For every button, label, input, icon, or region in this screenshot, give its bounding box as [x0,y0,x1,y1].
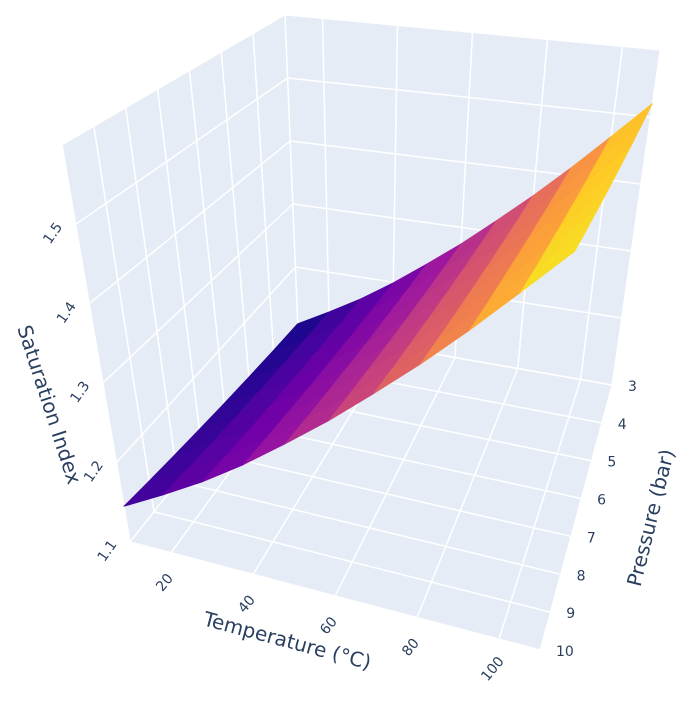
x-grid-line [321,18,331,336]
y-tick-label: 5 [607,455,616,471]
y-grid-line [284,14,299,331]
y-tick-label: 9 [566,606,575,622]
x-tick-label: 60 [317,614,341,638]
x-grid-line [416,368,519,618]
y-tick-label: 3 [628,379,637,395]
x-axis-title: Temperature (°C) [200,606,374,674]
x-tick-label: 100 [478,654,507,685]
y-grid-line [188,70,227,421]
y-grid-line [201,450,572,538]
y-grid-line [124,107,179,482]
y-grid-line [93,126,155,512]
z-grid-line [115,266,296,464]
y-axis-title: Pressure (bar) [622,447,679,589]
x-grid-line [498,379,582,640]
y-grid-line [153,510,551,613]
y-tick-label: 10 [556,644,574,660]
x-grid-line [579,46,624,380]
z-tick-label: 1.2 [81,458,107,485]
y-tick-label: 7 [587,530,596,546]
x-tick-label: 20 [153,571,177,595]
z-tick-label: 1.3 [67,379,93,406]
y-grid-line [220,52,251,391]
y-tick-label: 8 [577,568,586,584]
z-grid-line [88,140,291,305]
surface-patch [520,230,587,293]
z-tick-label: 1.1 [95,537,121,564]
y-grid-line [252,33,275,361]
surface [123,103,653,507]
z-grid-line [102,203,294,384]
y-grid-line [177,480,561,576]
x-grid-line [334,357,456,597]
y-grid-line [129,541,541,651]
x-tick-label: 40 [235,592,259,616]
z-axis-title: Saturation Index [12,322,86,487]
y-tick-label: 6 [597,493,606,509]
y-tick-label: 4 [618,417,627,433]
grid [61,14,651,651]
y-grid-line [61,144,131,543]
y-grid-line [156,89,203,452]
z-grid-line [287,77,651,118]
z-grid-line [75,77,289,226]
z-tick-label: 1.4 [54,299,80,326]
z-tick-label: 1.5 [40,220,66,247]
x-tick-label: 80 [399,636,423,660]
